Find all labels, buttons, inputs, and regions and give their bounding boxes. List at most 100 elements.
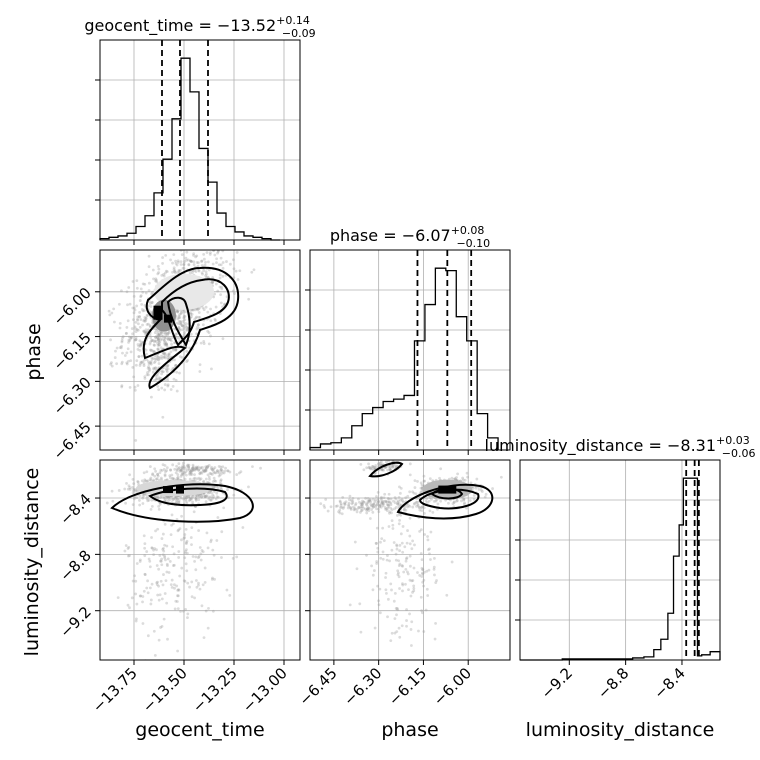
panel-geocent_time-vs-phase [99, 249, 301, 451]
sample-point [212, 476, 216, 480]
sample-point [187, 467, 191, 470]
sample-point [165, 544, 169, 548]
sample-point [143, 546, 147, 550]
sample-point [176, 259, 180, 263]
sample-point [408, 462, 412, 466]
sample-point [140, 340, 144, 344]
sample-point [225, 295, 229, 299]
sample-point [157, 337, 160, 341]
sample-point [126, 547, 130, 550]
sample-point [365, 511, 369, 515]
sample-point [120, 360, 124, 364]
sample-point [338, 511, 342, 515]
grid-lines [95, 40, 300, 245]
contour-line [396, 483, 494, 520]
sample-point [147, 365, 150, 369]
sample-point [127, 335, 131, 339]
sample-point [134, 439, 138, 442]
sample-point [148, 559, 152, 563]
sample-point [216, 486, 220, 490]
sample-point [462, 502, 466, 506]
sample-point [433, 557, 436, 560]
sample-point [361, 502, 365, 506]
sample-point [408, 612, 411, 616]
sample-point [391, 464, 395, 468]
sample-point [181, 309, 185, 313]
sample-point [201, 323, 205, 327]
sample-point [342, 505, 346, 509]
sample-point [397, 571, 400, 575]
sample-point [195, 494, 199, 498]
sample-point [123, 549, 127, 553]
ylabel-phase: phase [23, 323, 45, 380]
sample-point [159, 369, 163, 373]
sample-point [128, 554, 131, 558]
sample-point [390, 519, 394, 523]
sample-point [129, 336, 133, 340]
sample-point [410, 547, 414, 551]
sample-point [426, 594, 430, 597]
sample-point [146, 591, 150, 595]
sample-point [362, 500, 366, 504]
sample-point [160, 334, 163, 337]
sample-point [189, 259, 192, 263]
sample-point [364, 496, 368, 500]
sample-point [406, 505, 409, 509]
sample-point [125, 326, 129, 329]
sample-point [173, 327, 176, 331]
sample-point [197, 307, 200, 311]
sample-point [378, 505, 382, 509]
sample-point [199, 227, 202, 230]
sample-point [159, 496, 162, 499]
sample-point [176, 497, 180, 501]
sample-point [384, 499, 388, 503]
sample-point [385, 558, 389, 562]
sample-point [215, 491, 219, 495]
sample-point [379, 460, 383, 464]
sample-point [259, 466, 262, 470]
sample-point [370, 508, 373, 511]
sample-point [211, 262, 215, 266]
sample-point [134, 363, 138, 367]
sample-point [147, 498, 151, 502]
sample-point [416, 504, 420, 507]
sample-point [179, 322, 183, 326]
sample-point [141, 360, 144, 364]
sample-point [109, 362, 113, 366]
sample-point [163, 522, 167, 526]
sample-point [173, 467, 177, 471]
sample-point [145, 470, 149, 474]
sample-point [177, 500, 181, 504]
sample-point [220, 469, 224, 473]
sample-point [413, 501, 417, 505]
sample-point [365, 502, 369, 506]
sample-point [185, 539, 189, 543]
sample-point [434, 499, 438, 503]
sample-point [176, 594, 179, 598]
sample-point [166, 367, 170, 371]
sample-point [173, 586, 176, 590]
sample-point [196, 465, 200, 469]
sample-point [380, 537, 384, 541]
sample-point [366, 497, 370, 500]
sample-point [211, 280, 214, 284]
sample-point [182, 579, 186, 583]
sample-point [168, 476, 172, 480]
sample-point [168, 338, 172, 341]
sample-point [131, 477, 135, 481]
sample-point [221, 250, 225, 253]
sample-point [162, 573, 165, 576]
sample-point [155, 280, 159, 284]
sample-point [412, 589, 416, 593]
sample-point [138, 325, 142, 329]
sample-point [161, 335, 165, 338]
sample-point [175, 309, 179, 312]
sample-point [278, 500, 281, 503]
sample-point [413, 486, 417, 489]
sample-point [161, 351, 165, 355]
sample-point [190, 260, 193, 263]
sample-point [390, 548, 394, 552]
sample-point [181, 470, 185, 474]
sample-point [395, 464, 399, 468]
sample-point [370, 564, 373, 568]
